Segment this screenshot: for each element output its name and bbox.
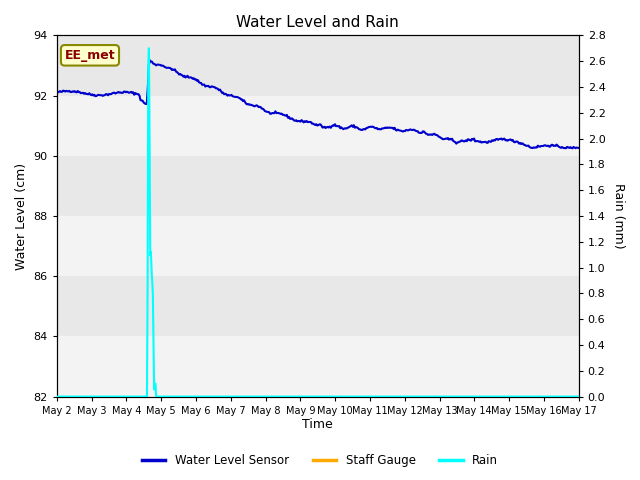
Text: EE_met: EE_met xyxy=(65,49,115,62)
Y-axis label: Water Level (cm): Water Level (cm) xyxy=(15,162,28,270)
Bar xyxy=(57,216,579,276)
Bar xyxy=(57,96,579,156)
Legend: Water Level Sensor, Staff Gauge, Rain: Water Level Sensor, Staff Gauge, Rain xyxy=(137,449,503,472)
Y-axis label: Rain (mm): Rain (mm) xyxy=(612,183,625,249)
Bar xyxy=(57,336,579,396)
Title: Water Level and Rain: Water Level and Rain xyxy=(236,15,399,30)
X-axis label: Time: Time xyxy=(302,419,333,432)
